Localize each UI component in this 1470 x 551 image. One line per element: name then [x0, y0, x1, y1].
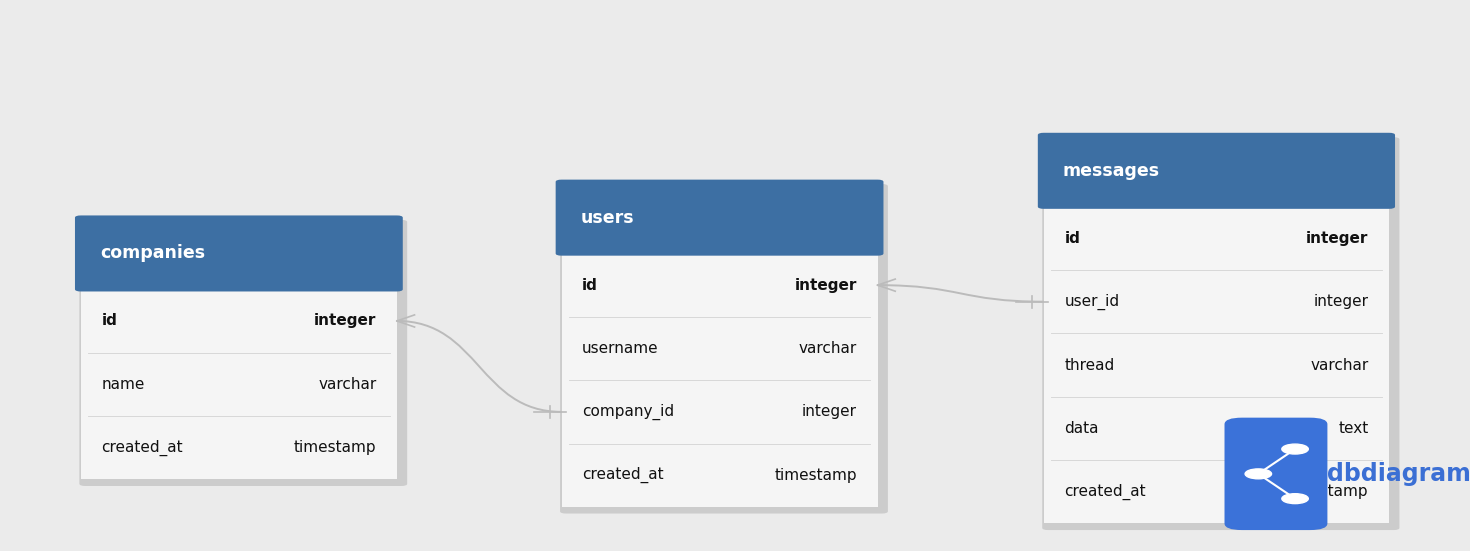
Text: companies: companies	[100, 245, 206, 262]
Text: id: id	[582, 278, 598, 293]
Text: created_at: created_at	[582, 467, 664, 483]
Text: messages: messages	[1063, 162, 1160, 180]
Text: users: users	[581, 209, 634, 226]
Text: varchar: varchar	[318, 377, 376, 392]
Text: integer: integer	[803, 404, 857, 419]
FancyBboxPatch shape	[75, 215, 403, 291]
FancyBboxPatch shape	[79, 220, 407, 486]
Text: varchar: varchar	[798, 341, 857, 356]
Text: id: id	[101, 314, 118, 328]
Text: data: data	[1064, 421, 1098, 436]
FancyBboxPatch shape	[1225, 418, 1327, 530]
FancyBboxPatch shape	[81, 289, 397, 479]
Text: timestamp: timestamp	[294, 440, 376, 455]
Text: created_at: created_at	[101, 440, 184, 456]
Circle shape	[1282, 444, 1308, 454]
FancyBboxPatch shape	[1044, 207, 1389, 523]
FancyBboxPatch shape	[556, 180, 883, 256]
Text: company_id: company_id	[582, 404, 675, 420]
Text: timestamp: timestamp	[775, 468, 857, 483]
Circle shape	[1245, 469, 1272, 479]
Text: created_at: created_at	[1064, 484, 1147, 500]
Text: integer: integer	[1314, 294, 1369, 309]
Text: varchar: varchar	[1310, 358, 1369, 372]
FancyBboxPatch shape	[560, 184, 888, 514]
Text: user_id: user_id	[1064, 294, 1120, 310]
Text: thread: thread	[1064, 358, 1114, 372]
FancyBboxPatch shape	[1038, 133, 1395, 209]
Text: username: username	[582, 341, 659, 356]
Text: timestamp: timestamp	[1286, 484, 1369, 499]
FancyBboxPatch shape	[1042, 137, 1399, 530]
Text: integer: integer	[1307, 231, 1369, 246]
Text: integer: integer	[795, 278, 857, 293]
Circle shape	[1282, 494, 1308, 504]
FancyBboxPatch shape	[562, 253, 878, 507]
Text: name: name	[101, 377, 146, 392]
Text: dbdiagram.io: dbdiagram.io	[1327, 462, 1470, 486]
Text: integer: integer	[315, 314, 376, 328]
Text: id: id	[1064, 231, 1080, 246]
Text: text: text	[1338, 421, 1369, 436]
